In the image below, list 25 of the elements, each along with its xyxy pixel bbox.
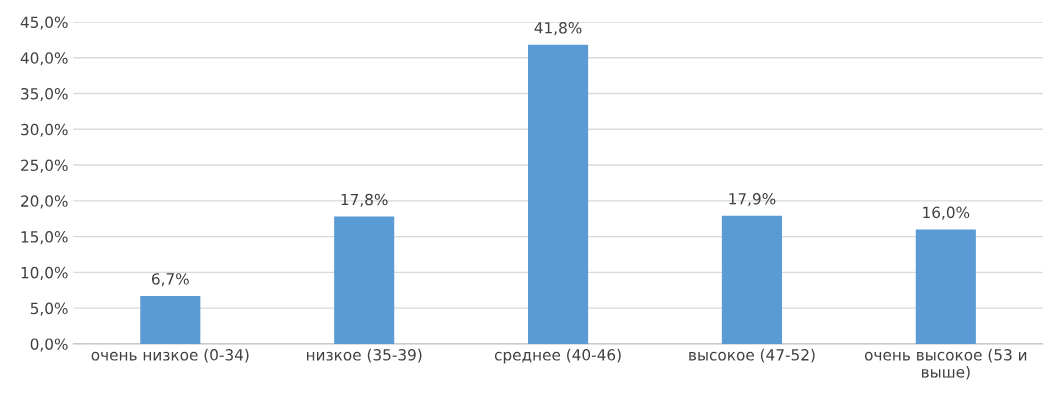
x-tick-label: низкое (35-39)	[306, 348, 422, 363]
y-tick-label: 35,0%	[21, 87, 68, 102]
data-label: 6,7%	[151, 273, 189, 287]
data-label: 17,9%	[729, 193, 776, 207]
bar	[140, 295, 201, 344]
data-label: 41,8%	[534, 22, 582, 36]
x-tick-label: очень высокое (53 и выше)	[864, 348, 1027, 380]
y-tick-label: 5,0%	[30, 302, 68, 316]
x-tick-label: очень низкое (0-34)	[91, 348, 249, 363]
y-tick-label: 40,0%	[20, 52, 68, 66]
bar	[721, 215, 782, 344]
y-tick-label: 30,0%	[21, 123, 68, 137]
data-label: 16,0%	[923, 206, 970, 220]
data-label: 17,8%	[341, 193, 388, 207]
y-tick-label: 0,0%	[30, 338, 68, 352]
bar	[528, 44, 589, 344]
y-tick-label: 15,0%	[21, 231, 68, 245]
bar	[915, 229, 976, 344]
bar	[334, 216, 395, 344]
x-tick-label: высокое (47-52)	[689, 348, 815, 363]
y-tick-label: 45,0%	[20, 16, 68, 30]
y-tick-label: 10,0%	[21, 266, 68, 280]
y-tick-label: 25,0%	[21, 159, 68, 173]
x-tick-label: среднее (40-46)	[494, 348, 621, 364]
y-tick-label: 20,0%	[21, 195, 68, 209]
